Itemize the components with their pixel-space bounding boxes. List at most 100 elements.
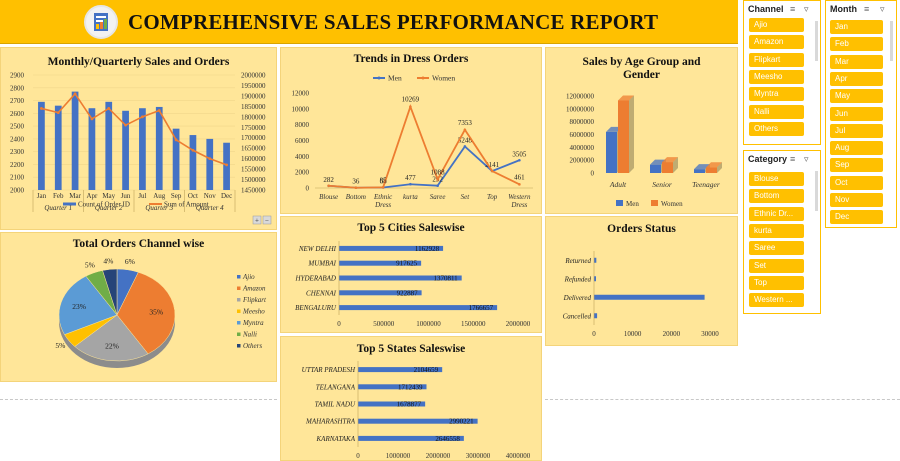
slicer-item-category[interactable]: kurta xyxy=(749,223,804,238)
slicer-item-month[interactable]: Feb xyxy=(830,37,883,52)
y-tick-label: HYDERABAD xyxy=(295,275,336,283)
x-tick-label: Jun xyxy=(121,192,131,200)
series-point xyxy=(381,186,385,189)
x-tick-label: 2000000 xyxy=(506,320,531,328)
pie-slice-amazon xyxy=(116,271,176,355)
hbar xyxy=(594,257,597,263)
slicer-item-channel[interactable]: Ajio xyxy=(749,18,804,32)
panel-age: Sales by Age Group and Gender 12000000 10… xyxy=(545,47,738,214)
x-tick-label: Mar xyxy=(69,192,81,200)
y-left-tick-label: 2800 xyxy=(10,84,25,92)
pie-data-label: 22% xyxy=(105,342,119,351)
slicer-item-category[interactable]: Set xyxy=(749,258,804,273)
chart-title-channel: Total Orders Channel wise xyxy=(72,238,205,250)
slicer-item-month[interactable]: Mar xyxy=(830,54,883,69)
y-left-tick-label: 2200 xyxy=(10,161,25,169)
y-left-tick-label: 2500 xyxy=(10,123,25,131)
y-right-tick-label: 1700000 xyxy=(241,134,266,142)
y-right-tick-label: 1750000 xyxy=(241,124,266,132)
slicer-item-channel[interactable]: Myntra xyxy=(749,87,804,102)
slicer-item-month[interactable]: Jan xyxy=(830,20,883,34)
quarter-label: Quarter 4 xyxy=(196,204,224,212)
panel-channel: Total Orders Channel wise 6% 35% 22% 5% 23% 5… xyxy=(0,232,277,382)
y-right-tick-label: 1450000 xyxy=(241,187,266,195)
panel-cities: Top 5 Cities Saleswise NEW DELHI 1162928 M… xyxy=(280,216,542,333)
slicer-item-channel[interactable]: Meesho xyxy=(749,69,804,84)
slicer-item-month[interactable]: Dec xyxy=(830,210,883,225)
multi-select-icon[interactable]: ≡ xyxy=(864,4,870,14)
y-tick-label: TELANGANA xyxy=(316,383,356,391)
series-point xyxy=(409,105,412,109)
x-tick-label: 10000 xyxy=(624,330,642,338)
series-point xyxy=(463,145,467,148)
x-tick-label: Top xyxy=(487,193,498,201)
slicer-category-header: Category xyxy=(748,154,788,164)
x-tick-label: Adult xyxy=(609,180,627,189)
slicer-item-channel[interactable]: Nalli xyxy=(749,104,804,119)
report-title: COMPREHENSIVE SALES PERFORMANCE REPORT xyxy=(128,10,659,34)
slicer-item-category[interactable]: Ethnic Dr... xyxy=(749,206,804,221)
y-tick-label: 12000 xyxy=(292,90,310,98)
data-label: 36 xyxy=(352,178,360,186)
amount-point xyxy=(141,115,144,119)
slicer-item-month[interactable]: Oct xyxy=(830,175,883,190)
x-tick-label: Sep xyxy=(171,192,182,200)
legend-label: Amazon xyxy=(242,285,266,293)
order-count-bar xyxy=(71,91,79,190)
y-tick-label: 4000000 xyxy=(570,144,595,152)
slicer-item-month[interactable]: Sep xyxy=(830,158,883,173)
y-right-tick-label: 1550000 xyxy=(241,166,266,174)
slicer-item-channel[interactable]: Flipkart xyxy=(749,52,804,67)
slicer-item-category[interactable]: Saree xyxy=(749,241,804,256)
y-tick-label: Delivered xyxy=(563,294,592,302)
slicer-item-channel[interactable]: Others xyxy=(749,121,804,136)
slicer-item-month[interactable]: Aug xyxy=(830,141,883,156)
y-right-tick-label: 2000000 xyxy=(241,72,266,80)
quarter-label: Quarter 2 xyxy=(95,204,123,212)
data-label: 1162928 xyxy=(415,245,440,253)
x-tick-label: Oct xyxy=(188,192,198,200)
age-bar-women xyxy=(662,162,673,173)
clear-filter-icon[interactable]: ▿ xyxy=(804,154,809,164)
legend-label: Meesho xyxy=(242,308,265,316)
x-tick-label: Dress xyxy=(510,201,527,209)
series-point xyxy=(436,178,439,181)
x-tick-label: Jul xyxy=(138,192,146,200)
slicer-item-month[interactable]: Nov xyxy=(830,193,883,207)
slicer-item-channel[interactable]: Amazon xyxy=(749,35,804,50)
slicer-item-category[interactable]: Bottom xyxy=(749,189,804,204)
amount-point xyxy=(107,107,111,110)
slicer-channel-scrollbar[interactable] xyxy=(815,21,818,61)
multi-select-icon[interactable]: ≡ xyxy=(790,4,796,14)
collapse-field-button[interactable] xyxy=(262,215,272,225)
slicer-item-month[interactable]: May xyxy=(830,89,883,104)
x-tick-label: Western xyxy=(508,193,531,201)
y-tick-label: 6000000 xyxy=(570,131,595,139)
x-tick-label: Ethnic xyxy=(373,193,393,201)
data-label: 3505 xyxy=(512,150,527,158)
panel-dress: Trends in Dress Orders 12000 10000 8000 600… xyxy=(280,47,542,214)
clear-filter-icon[interactable]: ▿ xyxy=(804,4,809,14)
pie-data-label: 5% xyxy=(85,261,95,270)
x-tick-label: 0 xyxy=(592,330,596,338)
slicer-item-month[interactable]: Jul xyxy=(830,123,883,138)
states-bar-chart: UTTAR PRADESH 2104659 TELANGANA 1712439 TAMI… xyxy=(302,361,531,460)
multi-select-icon[interactable]: ≡ xyxy=(790,154,796,164)
series-point xyxy=(436,184,439,187)
slicer-item-category[interactable]: Blouse xyxy=(749,172,804,186)
panel-monthly: Monthly/Quarterly Sales and Orders 2900 2… xyxy=(0,47,277,230)
slicer-month-scrollbar[interactable] xyxy=(890,21,893,61)
slicer-item-month[interactable]: Apr xyxy=(830,71,883,86)
clear-filter-icon[interactable]: ▿ xyxy=(880,4,885,14)
slicer-item-month[interactable]: Jun xyxy=(830,106,883,121)
channel-pie-chart: 6% 35% 22% 5% 23% 5% 4% Ajio Amazon Flipkart Meesh… xyxy=(55,257,267,368)
slicer-item-category[interactable]: Top xyxy=(749,275,804,290)
slicer-item-category[interactable]: Western ... xyxy=(749,293,804,308)
expand-field-button[interactable] xyxy=(252,215,262,225)
data-label: 5248 xyxy=(458,136,473,144)
y-tick-label: MAHARASHTRA xyxy=(305,418,356,426)
legend-swatch xyxy=(237,332,241,336)
slicer-category-scrollbar[interactable] xyxy=(815,171,818,211)
y-left-tick-label: 2700 xyxy=(10,97,25,105)
x-tick-label: Senior xyxy=(652,180,672,189)
